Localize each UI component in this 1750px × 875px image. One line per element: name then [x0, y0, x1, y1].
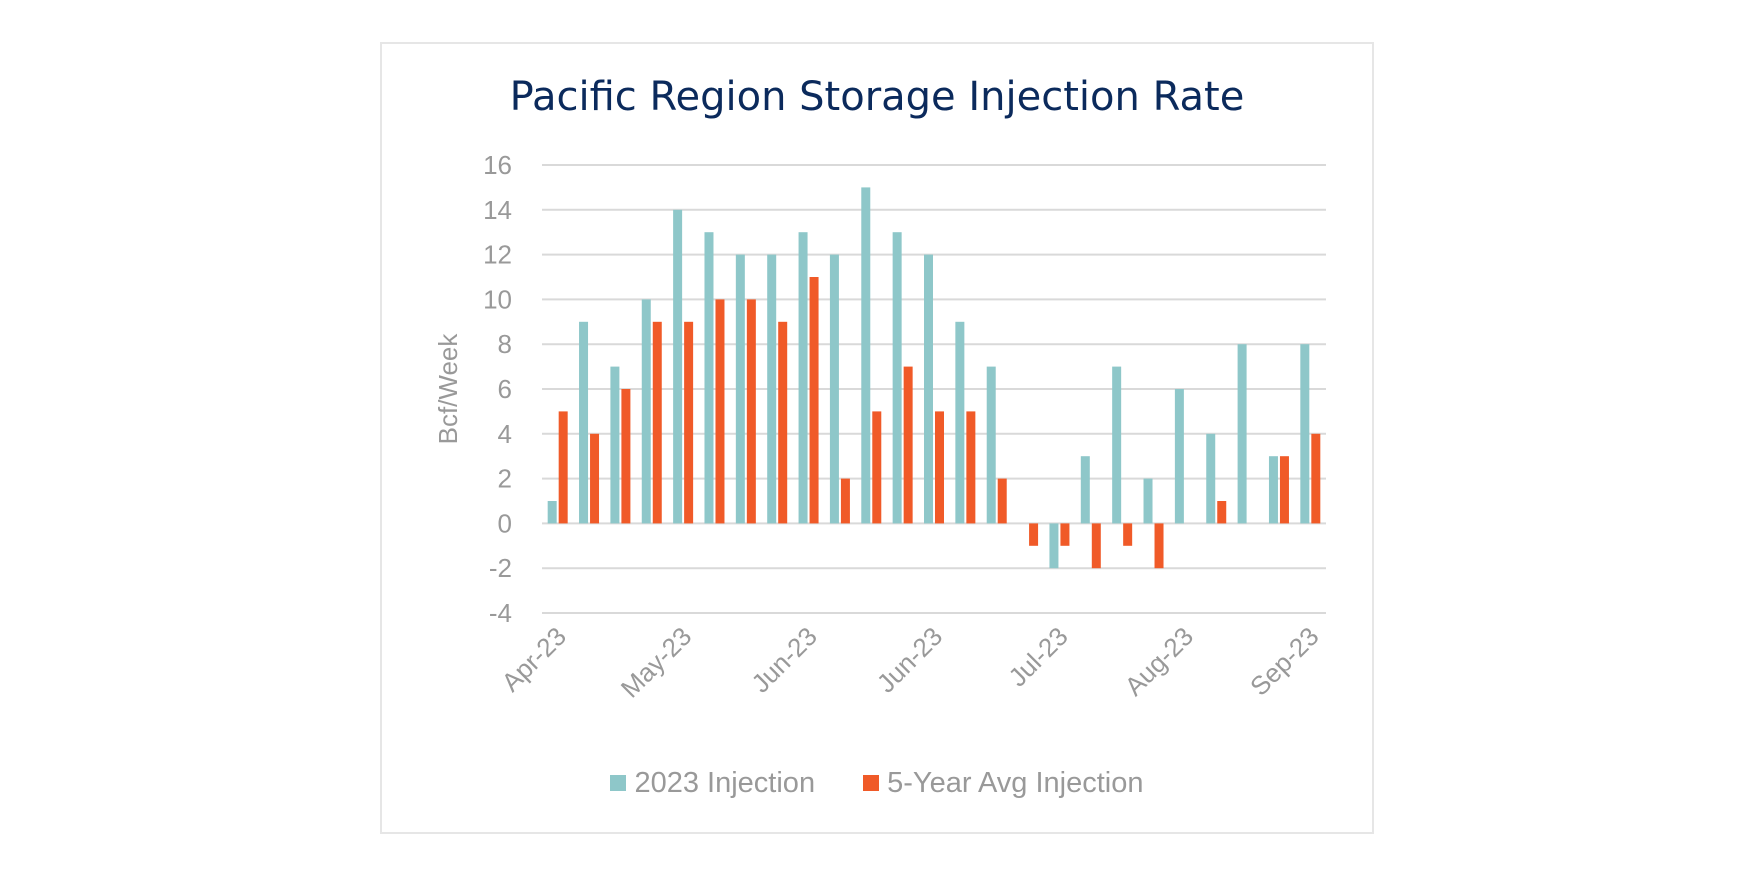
x-tick-label: Aug-23: [1119, 621, 1199, 701]
bar-2023-injection-4: [673, 209, 683, 524]
bar-5-year-avg-4: [684, 321, 694, 524]
bar-5-year-avg-18: [1123, 523, 1133, 546]
bar-2023-injection-5: [704, 232, 714, 524]
bar-2023-injection-18: [1112, 366, 1122, 524]
y-tick-label: 16: [483, 150, 512, 180]
bar-2023-injection-0: [547, 501, 557, 524]
bar-5-year-avg-16: [1060, 523, 1070, 546]
bar-2023-injection-9: [829, 254, 839, 524]
chart-frame: Pacific Region Storage Injection Rate 16…: [380, 42, 1374, 834]
y-tick-label: 0: [498, 508, 512, 538]
bar-5-year-avg-12: [935, 411, 944, 524]
y-tick-label: 2: [498, 464, 512, 494]
bar-2023-injection-7: [767, 254, 777, 524]
bar-5-year-avg-15: [1029, 523, 1039, 546]
x-tick-label: Jun-23: [745, 621, 822, 698]
bar-2023-injection-14: [986, 366, 996, 524]
bar-2023-injection-11: [892, 232, 902, 524]
legend-swatch-2023-injection: [610, 775, 627, 791]
bar-5-year-avg-10: [872, 411, 882, 524]
y-tick-label: 8: [498, 329, 512, 359]
y-axis-label: Bcf/Week: [433, 333, 463, 445]
legend-label-5-year-avg: 5-Year Avg Injection: [887, 766, 1144, 799]
y-tick-label: 6: [498, 374, 512, 404]
legend-item-2023-injection: 2023 Injection: [610, 767, 815, 800]
x-tick-label: Sep-23: [1244, 621, 1324, 701]
legend-item-5-year-avg: 5-Year Avg Injection: [863, 766, 1144, 800]
bar-2023-injection-6: [735, 254, 745, 524]
y-tick-label: 14: [483, 195, 512, 225]
bar-5-year-avg-3: [652, 321, 662, 524]
x-tick-label: Jul-23: [1002, 621, 1073, 692]
x-tick-label: Jun-23: [871, 621, 948, 698]
chart-title: Pacific Region Storage Injection Rate: [509, 74, 1245, 120]
bar-5-year-avg-2: [621, 389, 631, 524]
bar-2023-injection-16: [1049, 523, 1059, 569]
bar-2023-injection-1: [579, 321, 589, 524]
x-tick-label: May-23: [615, 621, 698, 704]
bar-5-year-avg-8: [809, 277, 819, 524]
bar-5-year-avg-9: [840, 478, 850, 524]
bar-2023-injection-12: [924, 254, 933, 524]
y-tick-label: 12: [483, 240, 512, 270]
bar-5-year-avg-11: [903, 366, 913, 524]
bar-5-year-avg-0: [558, 411, 568, 524]
bar-5-year-avg-7: [778, 321, 788, 524]
bar-2023-injection-21: [1206, 433, 1216, 524]
bar-5-year-avg-24: [1311, 433, 1321, 524]
bar-2023-injection-3: [641, 299, 651, 524]
bar-2023-injection-20: [1174, 389, 1184, 524]
bar-2023-injection-17: [1080, 456, 1090, 524]
bar-5-year-avg-13: [966, 411, 976, 524]
bar-5-year-avg-17: [1091, 523, 1101, 569]
x-tick-label: Apr-23: [496, 621, 572, 697]
bar-2023-injection-10: [861, 187, 871, 524]
legend: 2023 Injection 5-Year Avg Injection: [382, 766, 1372, 800]
y-tick-label: 4: [498, 419, 512, 449]
bar-5-year-avg-5: [715, 299, 725, 524]
bar-5-year-avg-21: [1217, 501, 1227, 524]
bar-2023-injection-19: [1143, 478, 1153, 524]
bar-5-year-avg-14: [997, 478, 1007, 524]
bar-5-year-avg-19: [1154, 523, 1164, 569]
bar-2023-injection-8: [798, 232, 808, 524]
y-tick-label: 10: [483, 284, 512, 314]
bar-5-year-avg-1: [590, 433, 600, 524]
legend-label-2023-injection: 2023 Injection: [634, 766, 816, 799]
bar-2023-injection-2: [610, 366, 620, 524]
bar-2023-injection-24: [1300, 344, 1310, 524]
bar-5-year-avg-23: [1279, 456, 1289, 524]
bar-5-year-avg-6: [746, 299, 756, 524]
legend-swatch-5-year-avg: [863, 775, 880, 791]
bar-2023-injection-22: [1237, 344, 1247, 524]
bar-2023-injection-23: [1268, 456, 1278, 524]
y-tick-label: -2: [489, 553, 512, 583]
y-tick-label: -4: [489, 598, 512, 628]
bar-2023-injection-13: [955, 321, 965, 524]
bar-chart: 16 14 12 10 8 6 4 2 0 -2 -4 Bcf/Week Apr-23 May-23 Jun…: [433, 150, 1326, 704]
